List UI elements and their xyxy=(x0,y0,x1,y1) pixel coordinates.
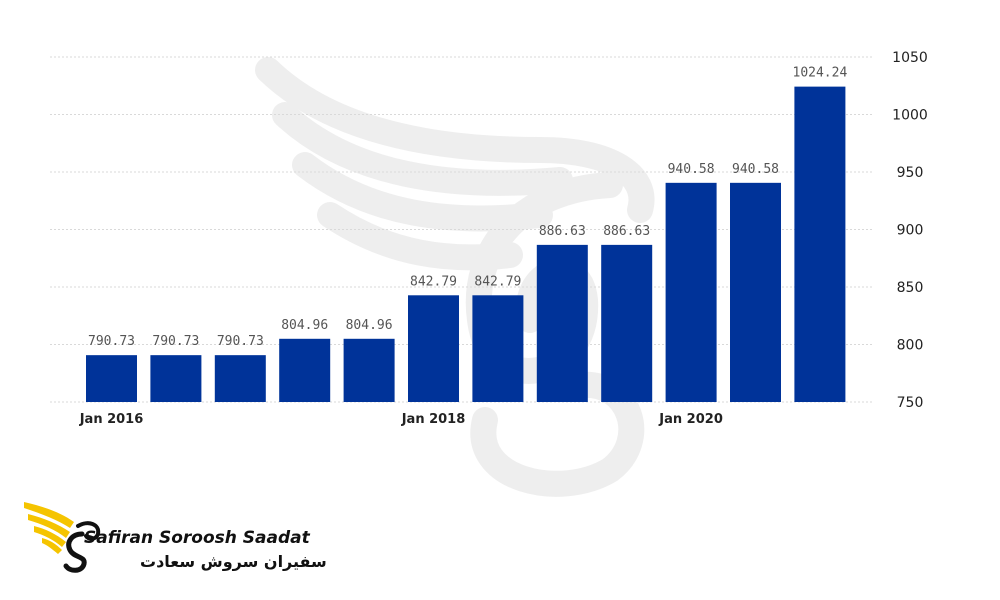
bar xyxy=(794,86,846,403)
y-tick-label: 850 xyxy=(897,280,924,296)
bar xyxy=(601,244,653,402)
bar xyxy=(472,295,524,402)
y-tick-label: 1000 xyxy=(892,108,928,124)
y-tick-label: 900 xyxy=(897,223,924,239)
bar xyxy=(536,244,588,402)
bar-value-label: 790.73 xyxy=(217,334,264,349)
bar-value-label: 842.79 xyxy=(410,274,457,289)
bar-value-label: 940.58 xyxy=(732,162,779,177)
x-tick-label: Jan 2018 xyxy=(401,412,466,427)
x-axis: Jan 2016 Jan 2018 Jan 2020 xyxy=(79,412,723,427)
bar-value-label: 804.96 xyxy=(346,318,393,333)
y-tick-label: 750 xyxy=(897,395,924,411)
x-tick-label: Jan 2020 xyxy=(658,412,723,427)
bar xyxy=(408,295,459,402)
logo-name-fa: سفیران سروش سعادت xyxy=(140,552,327,571)
bar-value-label: 790.73 xyxy=(88,334,135,349)
y-tick-label: 1050 xyxy=(892,50,928,66)
bar-value-label: 940.58 xyxy=(668,162,715,177)
bar-value-label: 790.73 xyxy=(152,334,199,349)
x-tick-label: Jan 2016 xyxy=(79,412,144,427)
bar xyxy=(730,182,781,402)
bar xyxy=(86,355,137,402)
bar xyxy=(343,338,395,402)
wing-logo-icon xyxy=(24,502,101,573)
bar-value-label: 842.79 xyxy=(474,274,521,289)
bar-value-label: 886.63 xyxy=(539,224,586,239)
bar-value-label: 886.63 xyxy=(603,224,650,239)
bar xyxy=(150,355,202,402)
y-axis: 750 800 850 900 950 1000 1050 xyxy=(892,50,928,411)
y-tick-label: 800 xyxy=(897,338,924,354)
logo-name-en: Safiran Soroosh Saadat xyxy=(84,528,310,548)
bar-value-label: 1024.24 xyxy=(793,66,848,81)
bar-value-label: 804.96 xyxy=(281,318,328,333)
bar xyxy=(665,182,717,402)
bars xyxy=(86,86,846,403)
value-labels: 790.73 790.73 790.73 804.96 804.96 842.79 842.… xyxy=(88,66,847,350)
bar xyxy=(279,338,331,402)
bar xyxy=(214,355,266,402)
y-tick-label: 950 xyxy=(897,165,924,181)
company-logo: Safiran Soroosh Saadat سفیران سروش سعادت xyxy=(22,494,327,584)
